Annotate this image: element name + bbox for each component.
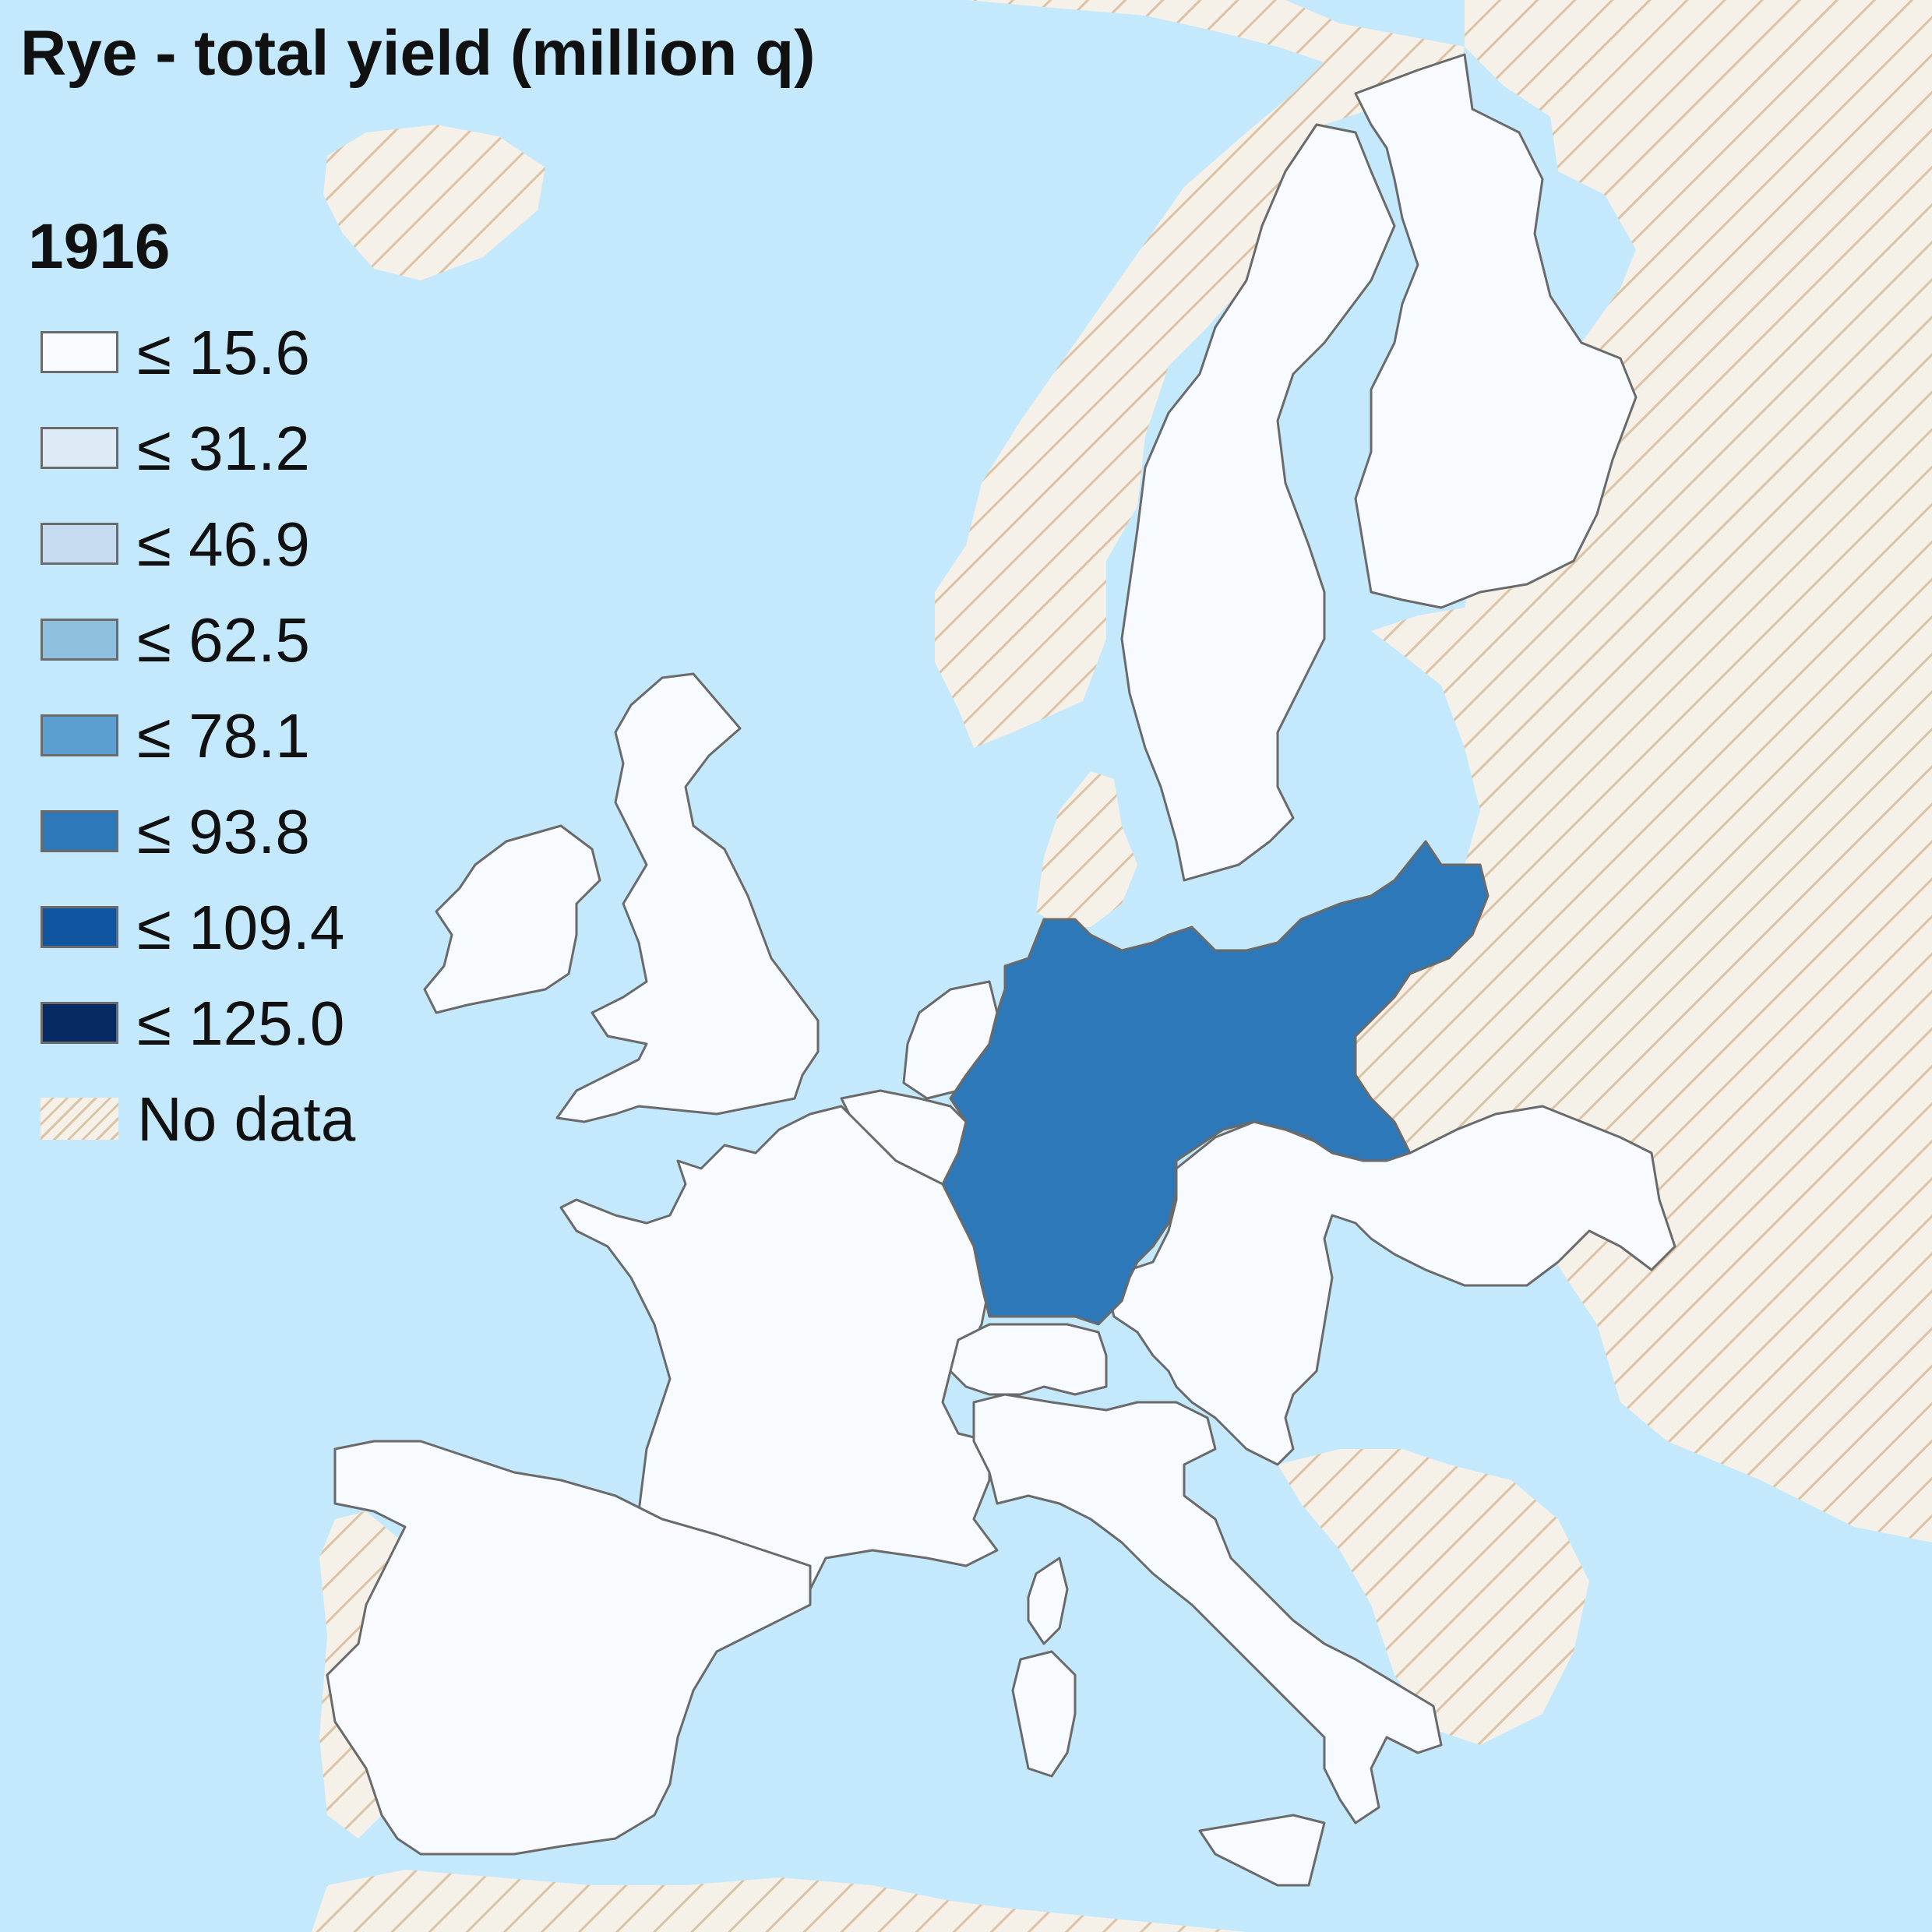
legend-label: ≤ 93.8 bbox=[137, 797, 310, 866]
legend-swatch bbox=[41, 619, 118, 661]
region-iceland bbox=[323, 125, 545, 280]
region-switzerland bbox=[949, 1323, 1108, 1396]
legend-swatch bbox=[41, 331, 118, 373]
region-north-africa bbox=[312, 1870, 1246, 1932]
region-balkans bbox=[1278, 1449, 1589, 1745]
legend-label: ≤ 62.5 bbox=[137, 605, 310, 675]
legend-label: ≤ 15.6 bbox=[137, 318, 310, 387]
region-austria-hungary bbox=[1105, 1105, 1676, 1466]
legend-swatch bbox=[41, 810, 118, 852]
region-denmark bbox=[1036, 771, 1137, 927]
region-ireland bbox=[423, 824, 601, 1014]
region-great-britain bbox=[555, 672, 820, 1123]
region-finland bbox=[1354, 53, 1638, 609]
legend-swatch bbox=[41, 523, 118, 565]
legend-swatch bbox=[41, 714, 118, 756]
legend-swatch-no-data bbox=[41, 1098, 118, 1140]
region-spain bbox=[326, 1440, 812, 1856]
region-norway bbox=[935, 0, 1465, 748]
map-title: Rye - total yield (million q) bbox=[20, 18, 816, 89]
region-germany bbox=[941, 840, 1490, 1326]
legend-label: No data bbox=[137, 1084, 356, 1154]
region-sicily bbox=[1198, 1814, 1326, 1887]
legend-swatch bbox=[41, 427, 118, 469]
legend-label: ≤ 109.4 bbox=[137, 893, 345, 962]
region-italy bbox=[972, 1393, 1443, 1824]
legend-label: ≤ 46.9 bbox=[137, 509, 310, 579]
legend-swatch bbox=[41, 906, 118, 948]
year-label: 1916 bbox=[28, 211, 171, 282]
legend-swatch bbox=[41, 1002, 118, 1044]
region-sardinia bbox=[1011, 1650, 1077, 1778]
legend-label: ≤ 78.1 bbox=[137, 701, 310, 770]
legend-label: ≤ 125.0 bbox=[137, 989, 345, 1058]
legend-label: ≤ 31.2 bbox=[137, 414, 310, 483]
region-sweden bbox=[1120, 123, 1396, 882]
region-corsica bbox=[1027, 1557, 1069, 1645]
